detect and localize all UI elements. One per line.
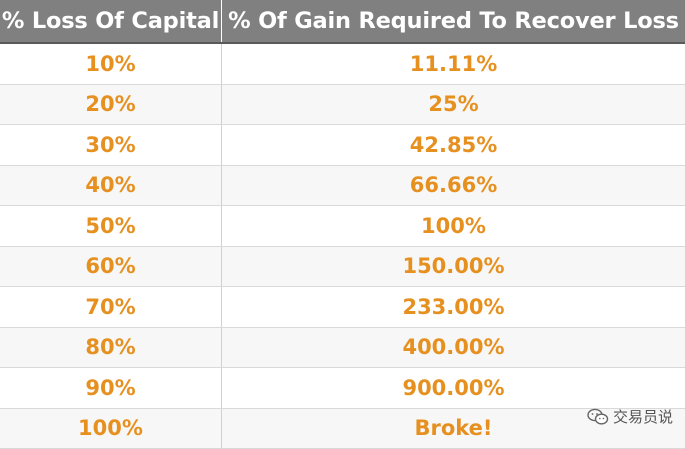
gain-required-cell: 150.00% (402, 254, 505, 279)
loss-cell: 70% (0, 287, 222, 327)
wechat-icon (587, 408, 609, 425)
gain-required-cell: Broke! (414, 416, 493, 441)
table-row: 100% Broke! (0, 408, 685, 449)
loss-cell: 80% (0, 327, 222, 367)
loss-cell: 30% (0, 125, 222, 165)
header-loss-of-capital: % Loss Of Capital (0, 0, 222, 42)
gain-required-cell: 100% (421, 213, 486, 238)
loss-cell: 100% (0, 408, 222, 448)
gain-required-cell: 42.85% (409, 132, 498, 157)
loss-cell: 40% (0, 165, 222, 205)
table-row: 70% 233.00% (0, 287, 685, 328)
table-row: 40% 66.66% (0, 165, 685, 206)
loss-cell: 90% (0, 368, 222, 408)
gain-required-cell: 66.66% (409, 173, 498, 198)
table-row: 90% 900.00% (0, 368, 685, 409)
header-gain-required: % Of Gain Required To Recover Loss (228, 8, 679, 34)
table-header: % Loss Of Capital % Of Gain Required To … (0, 0, 685, 44)
gain-required-cell: 25% (428, 92, 479, 117)
watermark: 交易员说 (587, 406, 673, 427)
table-row: 80% 400.00% (0, 327, 685, 368)
gain-required-cell: 233.00% (402, 294, 505, 319)
loss-cell: 20% (0, 84, 222, 124)
table-body: 10% 11.11% 20% 25% 30% 42.85% 40% 66.66% 50% 100%… (0, 44, 685, 449)
watermark-text: 交易员说 (612, 408, 673, 426)
loss-cell: 10% (0, 44, 222, 84)
table-row: 30% 42.85% (0, 125, 685, 166)
table-row: 10% 11.11% (0, 44, 685, 85)
loss-cell: 50% (0, 206, 222, 246)
gain-required-cell: 11.11% (409, 51, 498, 76)
table-row: 60% 150.00% (0, 246, 685, 287)
table-row: 50% 100% (0, 206, 685, 247)
loss-cell: 60% (0, 246, 222, 286)
table-row: 20% 25% (0, 84, 685, 125)
gain-required-cell: 900.00% (402, 375, 505, 400)
gain-required-cell: 400.00% (402, 335, 505, 360)
